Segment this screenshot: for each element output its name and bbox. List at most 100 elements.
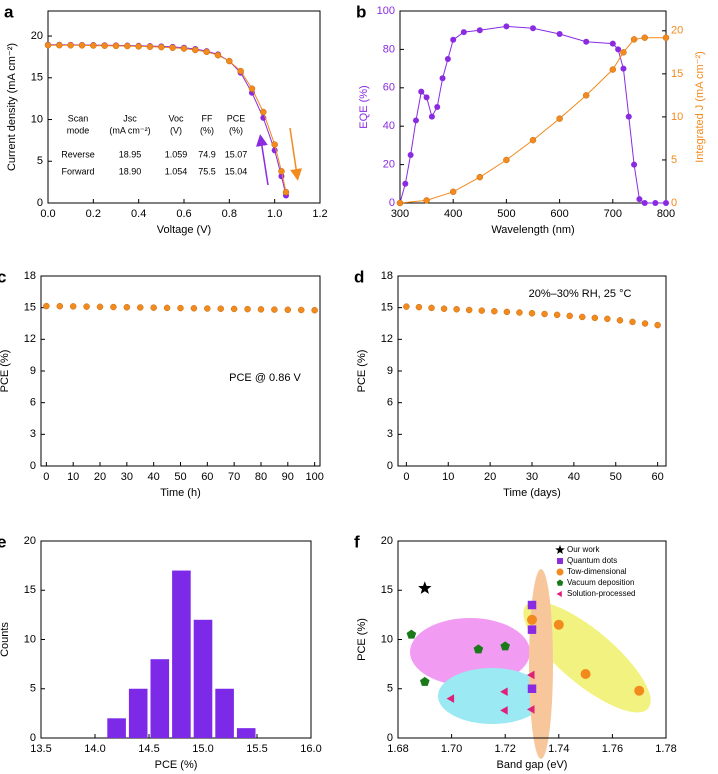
data-point bbox=[453, 306, 460, 313]
data-point bbox=[582, 92, 590, 99]
x-tick-label: 700 bbox=[604, 208, 622, 220]
x-tick-label: 1.70 bbox=[441, 743, 462, 755]
x-tick-label: 0.0 bbox=[40, 208, 55, 220]
data-point bbox=[579, 313, 586, 321]
data-point bbox=[260, 108, 267, 116]
data-point bbox=[446, 694, 455, 703]
data-point bbox=[406, 629, 417, 639]
data-point bbox=[110, 303, 117, 311]
data-point bbox=[123, 303, 131, 311]
data-point bbox=[652, 200, 659, 206]
table-header: (%) bbox=[200, 125, 214, 135]
reverse-arrow bbox=[255, 134, 269, 186]
data-point bbox=[177, 304, 184, 312]
x-tick-label: 30 bbox=[526, 471, 538, 483]
series-line bbox=[399, 37, 666, 204]
x-axis-label: Voltage (V) bbox=[157, 224, 211, 236]
data-point bbox=[625, 113, 632, 120]
x-tick-label: 1.2 bbox=[312, 208, 327, 220]
x-tick-label: 10 bbox=[67, 471, 79, 483]
data-point bbox=[418, 581, 432, 594]
table-header: Jsc bbox=[123, 113, 137, 123]
y-axis-label: PCE (%) bbox=[356, 350, 368, 393]
table-header: Scan bbox=[68, 113, 89, 123]
x-tick-label: 0 bbox=[403, 471, 409, 483]
data-point bbox=[476, 173, 484, 181]
x-tick-label: 800 bbox=[657, 208, 675, 220]
data-point bbox=[44, 41, 52, 49]
data-point bbox=[418, 88, 425, 95]
legend-marker bbox=[556, 568, 564, 576]
table-row-label: Forward bbox=[61, 166, 94, 176]
data-point bbox=[527, 625, 537, 634]
data-point bbox=[620, 49, 627, 56]
data-point bbox=[591, 314, 599, 322]
data-point bbox=[527, 670, 535, 680]
bar bbox=[172, 570, 191, 738]
data-point bbox=[553, 311, 561, 319]
two-dimensional-ellipse bbox=[523, 601, 651, 713]
data-point bbox=[282, 188, 290, 196]
data-point bbox=[230, 305, 238, 313]
bar bbox=[128, 688, 148, 738]
x-tick-label: 15.5 bbox=[246, 743, 267, 755]
vacuum-ellipse bbox=[438, 668, 546, 724]
data-point bbox=[203, 48, 210, 56]
forward-arrow bbox=[289, 127, 303, 181]
bar bbox=[236, 728, 256, 738]
x-tick-label: 300 bbox=[391, 208, 409, 220]
x-tick-label: 1.68 bbox=[387, 743, 408, 755]
y-tick-label: 20 bbox=[383, 159, 395, 171]
x-tick-label: 400 bbox=[444, 208, 462, 220]
x-tick-label: 1.74 bbox=[548, 743, 569, 755]
y-tick-label: 0 bbox=[389, 197, 395, 209]
y-tick-label: 0 bbox=[387, 460, 393, 472]
table-row-label: Reverse bbox=[61, 149, 95, 159]
data-point bbox=[636, 196, 643, 203]
data-point bbox=[56, 302, 64, 310]
y-tick-label: 0 bbox=[30, 460, 36, 472]
y-tick-label: 100 bbox=[377, 5, 395, 17]
data-point bbox=[654, 321, 661, 329]
x-tick-label: 90 bbox=[282, 471, 294, 483]
y2-tick-label: 15 bbox=[671, 68, 683, 80]
data-point bbox=[150, 304, 157, 311]
panel-label: d bbox=[354, 267, 364, 286]
data-point bbox=[583, 38, 590, 45]
x-tick-label: 20 bbox=[484, 471, 496, 483]
y-tick-label: 20 bbox=[381, 535, 393, 547]
legend-label: Tow-dimensional bbox=[567, 567, 627, 576]
data-point bbox=[248, 85, 256, 92]
table-cell: 1.054 bbox=[165, 166, 188, 176]
table-cell: 15.07 bbox=[225, 149, 248, 159]
data-point bbox=[428, 304, 435, 312]
x-tick-label: 0.2 bbox=[86, 208, 101, 220]
x-tick-label: 0.8 bbox=[222, 208, 237, 220]
plot-frame bbox=[399, 10, 667, 204]
data-point bbox=[460, 29, 467, 36]
data-point bbox=[237, 67, 244, 75]
y-tick-label: 15 bbox=[381, 584, 393, 596]
x-tick-label: 13.5 bbox=[30, 743, 51, 755]
y-tick-label: 60 bbox=[383, 82, 395, 94]
data-point bbox=[423, 197, 430, 204]
annotation: PCE @ 0.86 V bbox=[229, 372, 301, 384]
data-point bbox=[503, 308, 511, 316]
x-tick-label: 70 bbox=[228, 471, 240, 483]
y-tick-label: 5 bbox=[37, 155, 43, 167]
x-tick-label: 600 bbox=[550, 208, 568, 220]
data-point bbox=[83, 303, 90, 310]
data-point bbox=[403, 303, 410, 310]
y2-axis-label: Integrated J (mA cm⁻²) bbox=[694, 51, 706, 163]
data-point bbox=[662, 34, 670, 41]
y-tick-label: 10 bbox=[381, 633, 393, 645]
data-point bbox=[271, 306, 278, 313]
data-point bbox=[146, 43, 154, 50]
data-point bbox=[158, 43, 165, 51]
data-point bbox=[478, 307, 485, 314]
data-point bbox=[580, 668, 591, 679]
y-tick-label: 9 bbox=[30, 365, 36, 377]
x-tick-label: 10 bbox=[442, 471, 454, 483]
y-axis-label: PCE (%) bbox=[356, 618, 368, 661]
